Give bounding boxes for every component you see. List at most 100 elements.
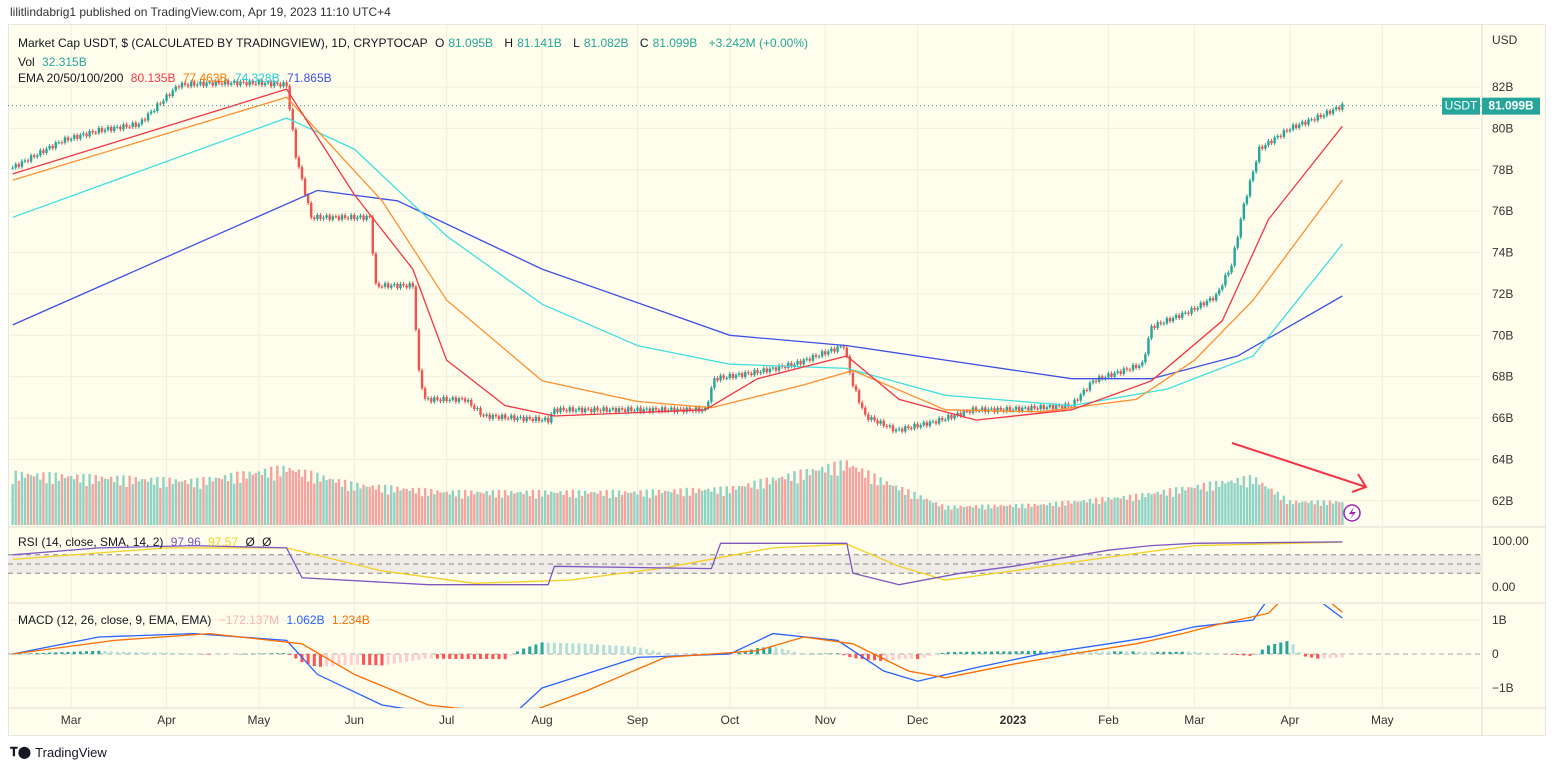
candle-body <box>867 414 870 420</box>
candle-body <box>623 409 627 412</box>
macd-histogram-bar <box>1217 653 1221 655</box>
candle-body <box>279 83 282 87</box>
candle-body <box>119 126 122 130</box>
candle-body <box>731 373 735 378</box>
volume-bar <box>999 505 1002 525</box>
volume-bar <box>617 490 621 525</box>
volume-bar <box>1091 503 1095 525</box>
macd-histogram-bar <box>1291 644 1295 654</box>
macd-histogram-bar <box>743 651 747 654</box>
volume-bar <box>1110 499 1113 525</box>
macd-histogram-bar <box>971 651 975 654</box>
vol-label[interactable]: Vol <box>18 55 35 69</box>
volume-bar <box>1211 490 1215 525</box>
volume-bar <box>845 460 848 525</box>
volume-bar <box>1279 500 1282 525</box>
macd-label[interactable]: MACD (12, 26, close, 9, EMA, EMA) <box>18 613 212 627</box>
volume-bar <box>1021 503 1024 525</box>
macd-histogram-bar <box>1069 651 1073 654</box>
volume-bar <box>808 475 812 525</box>
tradingview-logo-icon: 𝐓⬤ <box>10 745 32 759</box>
volume-bar <box>122 475 125 525</box>
volume-bar <box>537 489 541 525</box>
macd-histogram-bar <box>251 653 255 655</box>
footer-brand[interactable]: TradingView <box>35 745 107 760</box>
macd-histogram-bar <box>774 647 778 654</box>
candle-body <box>774 367 778 371</box>
candle-body <box>777 365 781 371</box>
volume-bar <box>1067 500 1070 525</box>
macd-histogram-bar <box>571 643 575 654</box>
volume-bar <box>294 472 298 525</box>
macd-histogram-bar <box>515 651 519 654</box>
macd-histogram-bar <box>1248 654 1252 656</box>
macd-histogram-bar <box>195 653 199 655</box>
candle-body <box>306 194 310 204</box>
volume-bar <box>97 481 101 525</box>
candle-body <box>1304 121 1307 125</box>
volume-bar <box>313 483 316 525</box>
candle-body <box>550 414 553 423</box>
volume-bar <box>996 506 999 525</box>
candle-body <box>744 372 747 377</box>
candle-body <box>303 178 307 195</box>
volume-bar <box>279 476 282 525</box>
volume-bar <box>1218 487 1221 525</box>
volume-bar <box>396 486 399 525</box>
candle-body <box>928 421 932 426</box>
volume-bar <box>350 481 353 525</box>
candle-body <box>1017 406 1021 412</box>
price-tick-label: 70B <box>1492 328 1513 342</box>
volume-bar <box>1064 505 1067 525</box>
volume-bar <box>1011 506 1015 525</box>
macd-histogram-bar <box>996 651 1000 654</box>
volume-bar <box>956 508 959 525</box>
candle-body <box>177 86 181 88</box>
volume-bar <box>430 488 433 525</box>
candle-body <box>953 415 956 419</box>
ema-label[interactable]: EMA 20/50/100/200 <box>18 71 124 85</box>
volume-bar <box>731 486 735 525</box>
candle-body <box>1233 247 1236 266</box>
volume-bar <box>614 497 618 525</box>
volume-bar <box>1088 498 1092 525</box>
macd-histogram-bar <box>1057 651 1061 654</box>
volume-bar <box>959 505 962 525</box>
volume-bar <box>276 465 279 525</box>
candle-body <box>642 409 645 412</box>
candle-body <box>1134 364 1138 368</box>
ohlc-open: O 81.095B <box>435 36 494 50</box>
candle-body <box>1282 130 1286 137</box>
volume-bar <box>1288 500 1292 525</box>
volume-bar <box>214 477 217 525</box>
volume-bar <box>1159 494 1162 525</box>
volume-bar <box>42 472 45 525</box>
candle-body <box>1147 338 1150 355</box>
volume-bar <box>466 496 470 525</box>
volume-bar <box>700 490 704 525</box>
macd-histogram-bar <box>885 654 889 661</box>
volume-bar <box>796 483 799 525</box>
time-tick-label: Mar <box>1184 713 1205 727</box>
rsi-label[interactable]: RSI (14, close, SMA, 14, 2) <box>18 535 164 549</box>
symbol-title[interactable]: Market Cap USDT, $ (CALCULATED BY TRADIN… <box>18 36 428 50</box>
volume-bar <box>750 487 753 525</box>
candle-body <box>907 426 910 429</box>
macd-histogram-bar <box>522 648 526 654</box>
volume-bar <box>851 465 855 525</box>
candle-body <box>897 428 901 430</box>
candle-body <box>94 132 97 134</box>
candle-body <box>457 398 461 402</box>
macd-histogram-bar <box>805 653 809 655</box>
candle-body <box>1165 318 1169 324</box>
volume-bar <box>1128 494 1132 525</box>
candle-body <box>1033 405 1036 409</box>
candle-body <box>857 390 861 403</box>
macd-histogram-bar <box>392 654 396 664</box>
volume-bar <box>202 476 205 525</box>
macd-histogram-bar <box>331 654 335 666</box>
time-tick-label: Apr <box>1281 713 1300 727</box>
volume-bar <box>1125 499 1129 525</box>
volume-bar <box>931 502 935 525</box>
